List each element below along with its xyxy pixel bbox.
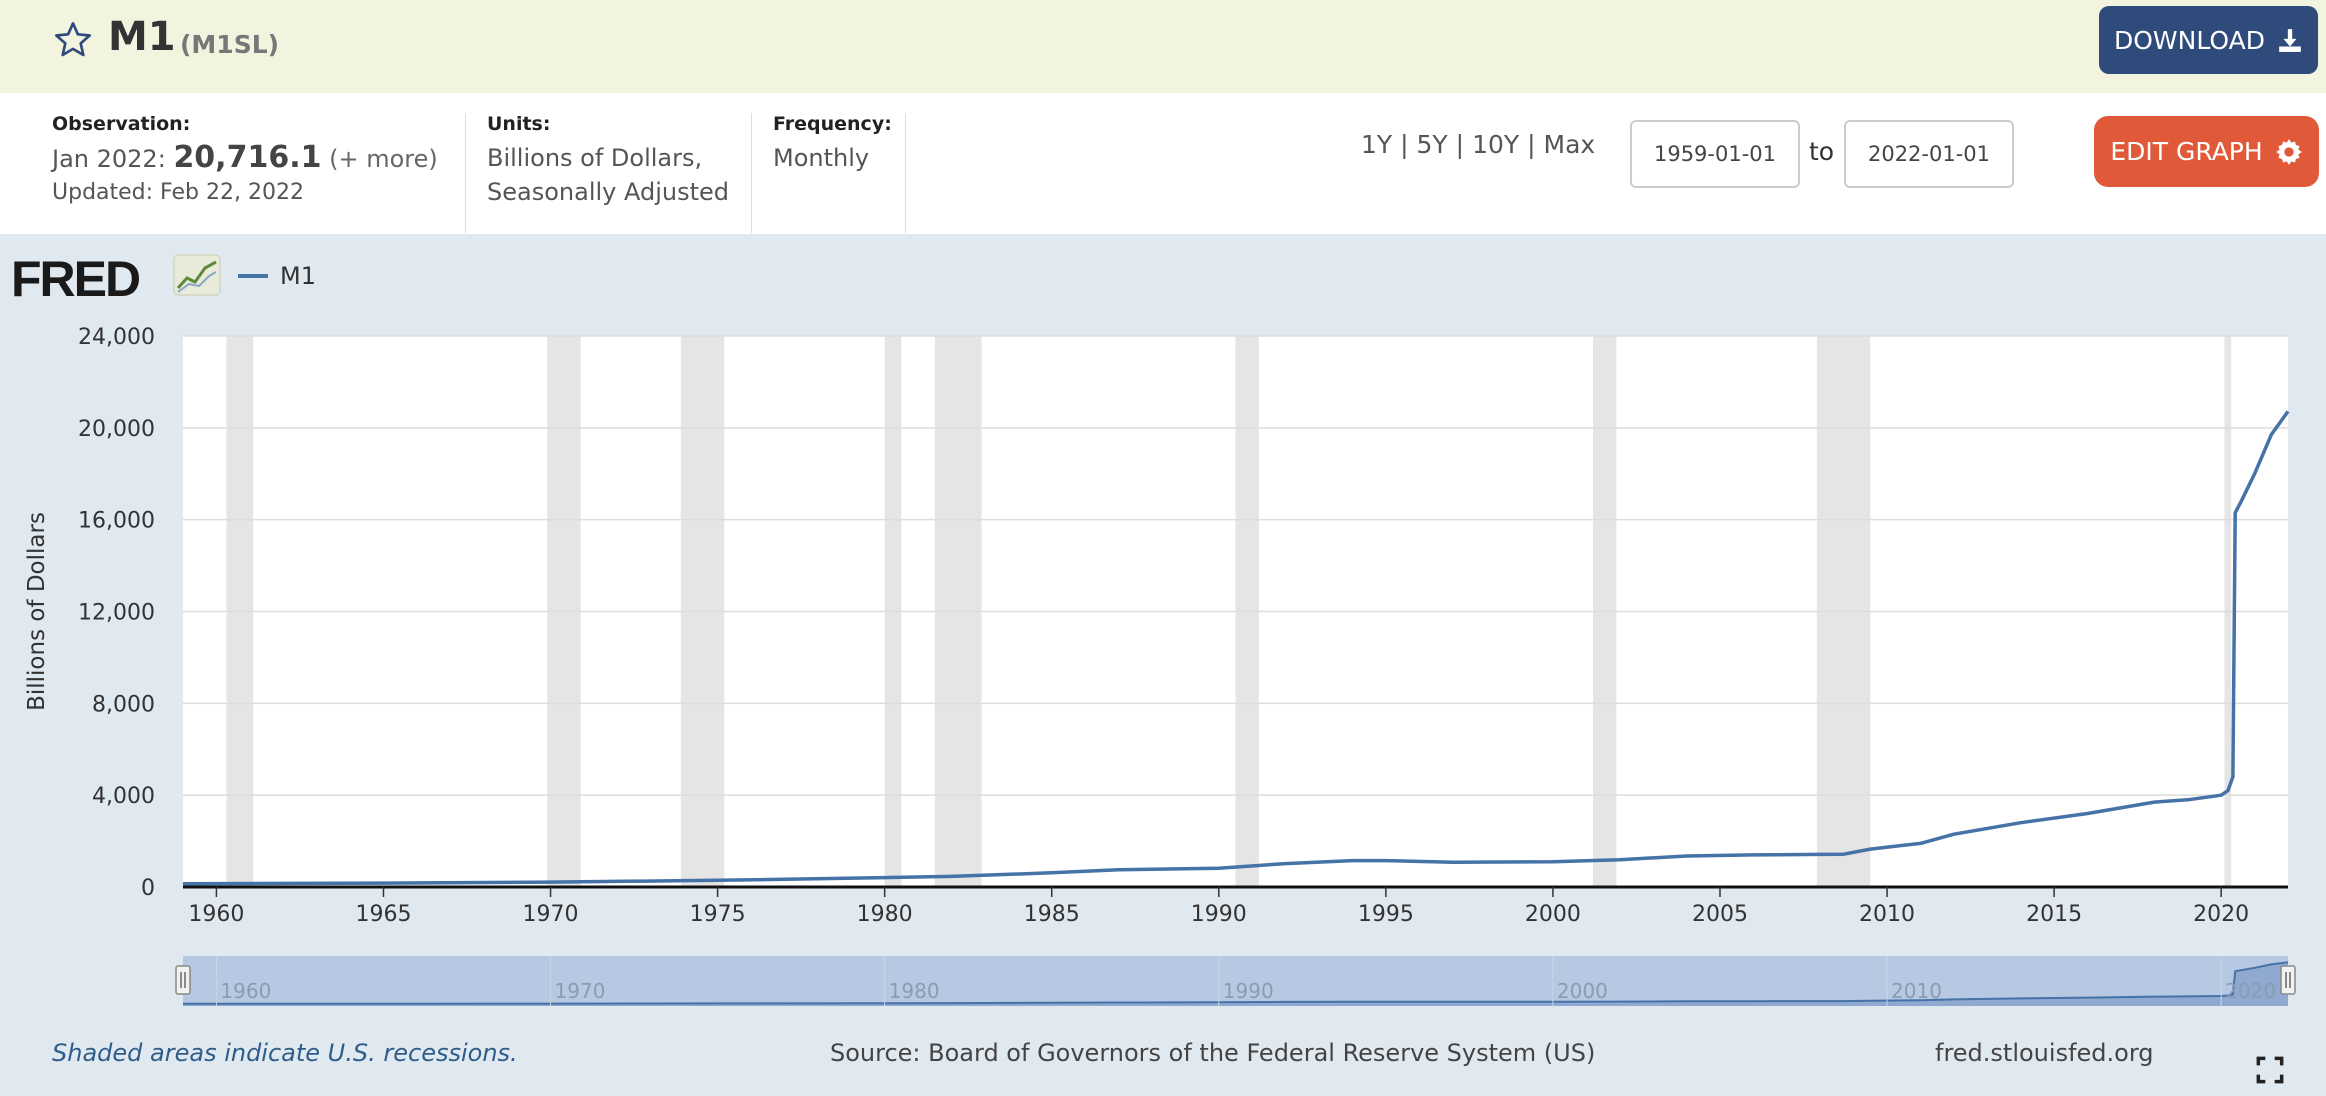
line-chart[interactable]: 0 4,000 8,000 12,000 16,000 20,000 24,000 1960 1… bbox=[0, 300, 2326, 1020]
range-separator: | bbox=[1400, 130, 1409, 159]
divider bbox=[905, 113, 906, 233]
chart-logo-icon bbox=[173, 254, 221, 296]
range-1y[interactable]: 1Y bbox=[1361, 130, 1393, 159]
download-label: DOWNLOAD bbox=[2114, 25, 2265, 55]
navigator-tick-label: 1970 bbox=[555, 979, 606, 1003]
edit-graph-button[interactable]: EDIT GRAPH bbox=[2094, 116, 2319, 187]
units-line1: Billions of Dollars, bbox=[487, 144, 703, 172]
series-title: M1 bbox=[108, 14, 176, 60]
x-tick-label: 2010 bbox=[1859, 902, 1915, 927]
observation-period: Jan 2022: bbox=[52, 145, 166, 173]
x-tick-label: 1990 bbox=[1191, 902, 1247, 927]
x-tick-label: 1985 bbox=[1024, 902, 1080, 927]
download-button[interactable]: DOWNLOAD bbox=[2099, 6, 2318, 74]
recession-note: Shaded areas indicate U.S. recessions. bbox=[52, 1039, 518, 1067]
fred-logo: FRED bbox=[11, 251, 141, 307]
x-tick-label: 1970 bbox=[523, 902, 579, 927]
y-axis-title: Billions of Dollars bbox=[24, 512, 50, 711]
navigator-tick-label: 1990 bbox=[1223, 979, 1274, 1003]
y-tick-label: 20,000 bbox=[78, 417, 155, 442]
site-link[interactable]: fred.stlouisfed.org bbox=[1935, 1039, 2154, 1067]
legend-swatch bbox=[238, 274, 268, 278]
units-block: Units: Billions of Dollars, Seasonally A… bbox=[487, 113, 729, 209]
range-10y[interactable]: 10Y bbox=[1472, 130, 1520, 159]
y-tick-label: 16,000 bbox=[78, 509, 155, 534]
gear-icon bbox=[2275, 138, 2302, 165]
series-id: (M1SL) bbox=[180, 30, 280, 59]
units-label: Units: bbox=[487, 113, 551, 135]
x-tick-label: 1995 bbox=[1358, 902, 1414, 927]
units-line2: Seasonally Adjusted bbox=[487, 178, 730, 206]
x-tick-label: 1975 bbox=[690, 902, 746, 927]
y-tick-label: 0 bbox=[141, 876, 155, 901]
navigator-left-handle[interactable] bbox=[175, 965, 191, 995]
y-tick-label: 4,000 bbox=[92, 784, 155, 809]
navigator-tick-label: 1980 bbox=[889, 979, 940, 1003]
download-icon bbox=[2279, 29, 2301, 52]
edit-graph-label: EDIT GRAPH bbox=[2110, 137, 2263, 166]
x-tick-label: 1980 bbox=[857, 902, 913, 927]
navigator-area bbox=[183, 962, 2288, 1006]
info-bar: Observation: Jan 2022: 20,716.1 (+ more)… bbox=[0, 93, 2326, 234]
range-separator: | bbox=[1527, 130, 1536, 159]
x-tick-label: 2015 bbox=[2026, 902, 2082, 927]
navigator-tick-label: 2020 bbox=[2225, 979, 2276, 1003]
source-text: Source: Board of Governors of the Federa… bbox=[830, 1039, 1596, 1067]
frequency-value: Monthly bbox=[773, 144, 870, 172]
legend-label: M1 bbox=[280, 262, 316, 290]
y-tick-label: 24,000 bbox=[78, 325, 155, 350]
updated-date: Updated: Feb 22, 2022 bbox=[52, 180, 304, 205]
observation-block: Observation: Jan 2022: 20,716.1 (+ more)… bbox=[52, 113, 438, 210]
observation-label: Observation: bbox=[52, 113, 191, 135]
x-tick-label: 2005 bbox=[1692, 902, 1748, 927]
series-line-m1[interactable] bbox=[182, 410, 2290, 886]
divider bbox=[751, 113, 752, 233]
navigator-tick-label: 2000 bbox=[1557, 979, 1608, 1003]
divider bbox=[465, 113, 466, 233]
fullscreen-icon[interactable] bbox=[2256, 1056, 2284, 1084]
start-date-input[interactable]: 1959-01-01 bbox=[1630, 120, 1800, 188]
header-bar: M1 (M1SL) DOWNLOAD bbox=[0, 0, 2326, 93]
navigator-line bbox=[183, 961, 2289, 1005]
y-tick-label: 12,000 bbox=[78, 601, 155, 626]
y-tick-label: 8,000 bbox=[92, 692, 155, 717]
frequency-label: Frequency: bbox=[773, 113, 892, 135]
navigator-selection[interactable] bbox=[183, 956, 2288, 1006]
frequency-block: Frequency: Monthly bbox=[773, 113, 892, 175]
star-icon[interactable] bbox=[52, 20, 94, 60]
x-tick-label: 1960 bbox=[188, 902, 244, 927]
x-tick-label: 1965 bbox=[355, 902, 411, 927]
x-tick-label: 2020 bbox=[2193, 902, 2249, 927]
range-5y[interactable]: 5Y bbox=[1416, 130, 1448, 159]
range-separator: | bbox=[1455, 130, 1465, 159]
end-date-input[interactable]: 2022-01-01 bbox=[1844, 120, 2014, 188]
range-selector: 1Y | 5Y | 10Y | Max bbox=[1361, 130, 1595, 159]
x-tick-label: 2000 bbox=[1525, 902, 1581, 927]
observation-value: 20,716.1 bbox=[173, 140, 322, 175]
navigator-tick-label: 2010 bbox=[1891, 979, 1942, 1003]
navigator-tick-label: 1960 bbox=[220, 979, 271, 1003]
observation-more-link[interactable]: (+ more) bbox=[329, 145, 438, 173]
navigator-right-handle[interactable] bbox=[2280, 965, 2296, 995]
to-label: to bbox=[1809, 137, 1835, 166]
range-max[interactable]: Max bbox=[1543, 130, 1596, 159]
